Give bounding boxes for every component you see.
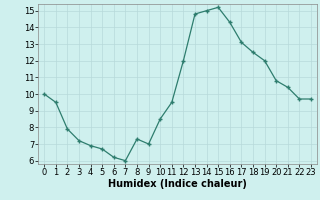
X-axis label: Humidex (Indice chaleur): Humidex (Indice chaleur): [108, 179, 247, 189]
